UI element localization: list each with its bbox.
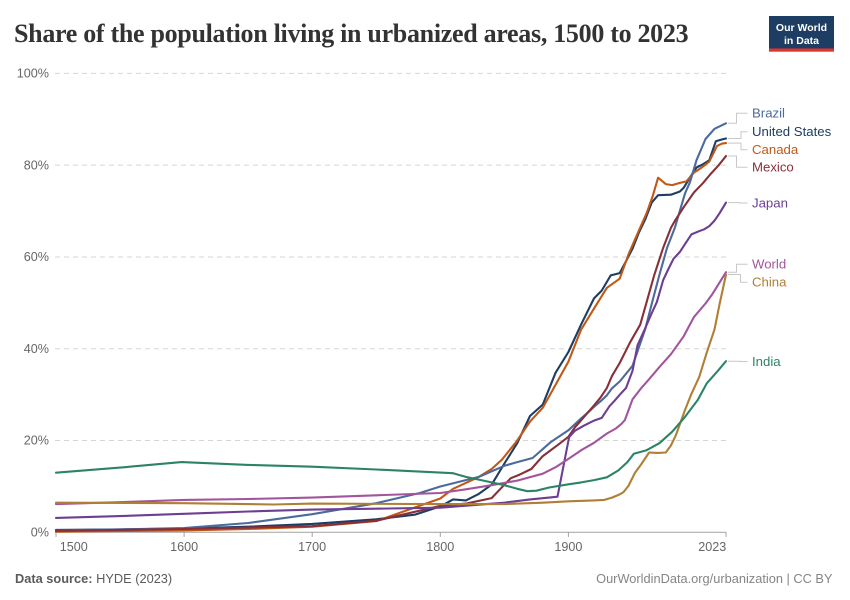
svg-text:Mexico: Mexico [752,160,794,175]
svg-text:in Data: in Data [784,35,819,47]
svg-text:60%: 60% [24,250,49,264]
svg-text:1500: 1500 [60,540,88,554]
svg-text:1600: 1600 [170,540,198,554]
svg-text:1800: 1800 [426,540,454,554]
svg-text:India: India [752,354,781,369]
svg-text:United States: United States [752,124,832,139]
svg-text:1900: 1900 [554,540,582,554]
svg-text:80%: 80% [24,158,49,172]
svg-text:100%: 100% [17,67,49,81]
svg-text:2023: 2023 [698,540,726,554]
svg-text:Data source: HYDE (2023): Data source: HYDE (2023) [15,571,172,586]
svg-text:20%: 20% [24,434,49,448]
svg-text:40%: 40% [24,342,49,356]
svg-text:OurWorldinData.org/urbanizatio: OurWorldinData.org/urbanization | CC BY [596,571,833,586]
svg-text:Japan: Japan [752,195,788,210]
svg-text:World: World [752,257,786,272]
svg-text:1700: 1700 [298,540,326,554]
svg-text:Our World: Our World [776,22,827,34]
svg-text:China: China [752,275,787,290]
svg-text:Brazil: Brazil [752,106,785,121]
svg-text:Share of the population living: Share of the population living in urbani… [14,19,689,48]
svg-text:Canada: Canada [752,142,799,157]
svg-text:0%: 0% [31,526,49,540]
